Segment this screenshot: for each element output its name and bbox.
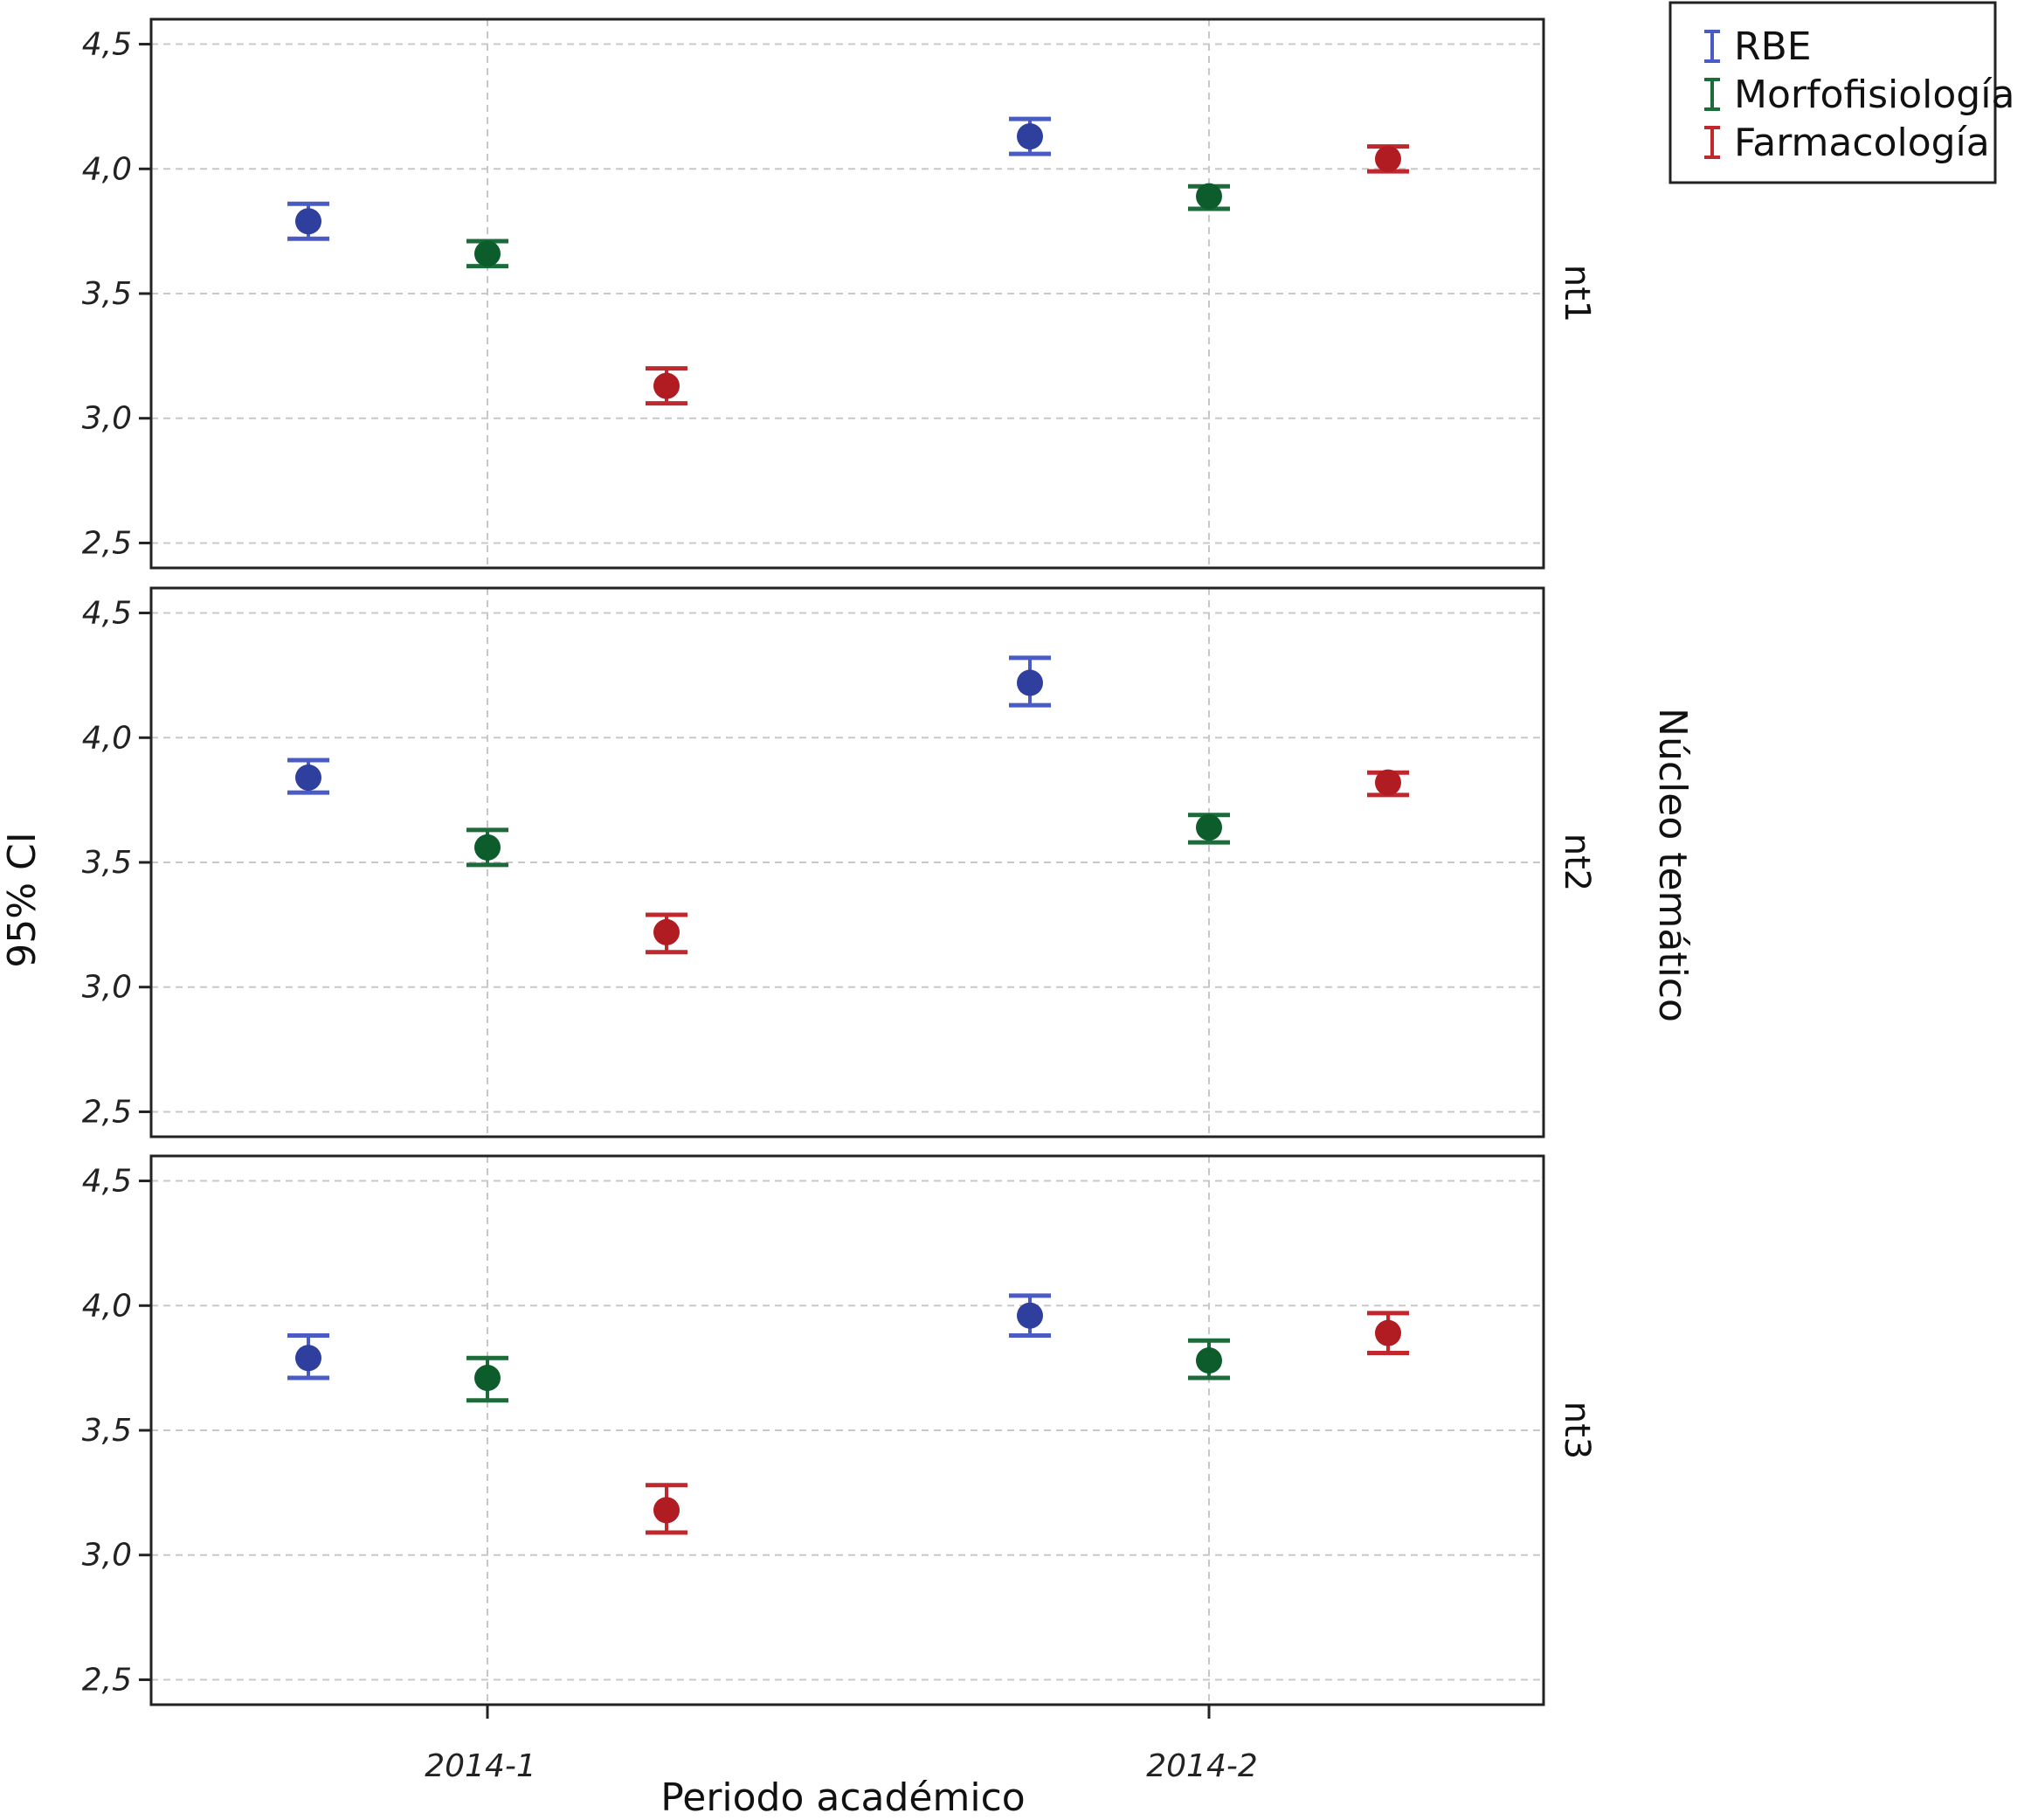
legend-label: Farmacología <box>1734 121 1990 165</box>
y-tick-label: 2,5 <box>82 525 132 561</box>
mean-marker <box>1017 1302 1043 1329</box>
legend-entry: Morfofisiología <box>1704 73 2014 117</box>
legend-label: Morfofisiología <box>1734 73 2014 117</box>
mean-marker <box>1196 814 1222 841</box>
mean-marker <box>474 240 501 267</box>
error-bar-point <box>1367 144 1409 174</box>
y-tick-label: 3,5 <box>82 1413 132 1449</box>
x-axis-label: Periodo académico <box>660 1775 1025 1820</box>
mean-marker <box>1017 669 1043 696</box>
error-bar-point <box>646 912 687 955</box>
y-tick-label: 4,0 <box>82 720 132 756</box>
error-bar-point <box>466 827 508 868</box>
error-bar-point <box>1367 1311 1409 1356</box>
legend-entry: RBE <box>1704 24 1812 69</box>
mean-marker <box>295 208 321 235</box>
panel-label-nt2: nt2 <box>1557 834 1597 891</box>
mean-marker <box>1017 123 1043 150</box>
x-tick-label: 2014-2 <box>1146 1748 1258 1784</box>
error-bar-point <box>287 1333 329 1381</box>
mean-marker <box>1196 1347 1222 1374</box>
y-tick-label: 3,0 <box>82 401 132 437</box>
y-tick-label: 4,5 <box>82 596 132 632</box>
legend-label: RBE <box>1734 24 1812 69</box>
error-bar-point <box>1188 183 1230 211</box>
mean-marker <box>295 1345 321 1372</box>
y-tick-label: 3,5 <box>82 276 132 312</box>
y-tick-label: 4,0 <box>82 151 132 187</box>
mean-marker <box>1375 1319 1401 1346</box>
y-axis-label: 95% CI <box>0 832 45 967</box>
y-tick-label: 3,0 <box>82 1538 132 1574</box>
error-bar-point <box>1188 1338 1230 1381</box>
y-tick-label: 3,5 <box>82 845 132 881</box>
mean-marker <box>653 1497 680 1524</box>
mean-marker <box>1196 183 1222 210</box>
mean-marker <box>653 918 680 945</box>
y-tick-label: 4,5 <box>82 27 132 63</box>
mean-marker <box>1375 145 1401 172</box>
legend-entry: Farmacología <box>1704 121 1990 165</box>
error-bar-point <box>287 201 329 241</box>
y-tick-label: 2,5 <box>82 1094 132 1130</box>
mean-marker <box>653 372 680 399</box>
panel-label-nt3: nt3 <box>1557 1401 1597 1459</box>
panel-nt3: 2,5 3,0 3,5 4,0 4,5 nt3 <box>82 1154 1597 1706</box>
error-bar-point <box>466 239 508 269</box>
error-bar-point <box>466 1355 508 1403</box>
panel-nt2: 2,5 3,0 3,5 4,0 4,5 nt2 <box>82 586 1597 1138</box>
facet-axis-label: Núcleo temático <box>1650 708 1695 1022</box>
y-tick-label: 4,0 <box>82 1288 132 1324</box>
mean-marker <box>474 834 501 861</box>
error-bar-point <box>1009 1293 1051 1339</box>
panel-label-nt1: nt1 <box>1557 265 1597 322</box>
error-bar-point <box>1009 655 1051 708</box>
error-bar-point <box>287 758 329 795</box>
error-bar-point <box>1009 116 1051 156</box>
panels-group: 2,5 3,0 3,5 4,0 4,5 nt1 2,5 3,0 3,5 4,0 4,5 nt2 2,5 3… <box>82 17 1597 1706</box>
error-bar-point <box>1367 769 1409 798</box>
mean-marker <box>1375 769 1401 796</box>
legend-box <box>1668 1 1997 184</box>
panel-nt1: 2,5 3,0 3,5 4,0 4,5 nt1 <box>82 17 1597 570</box>
mean-marker <box>295 764 321 791</box>
error-bar-point <box>646 366 687 406</box>
error-bar-point <box>646 1483 687 1535</box>
mean-marker <box>474 1365 501 1392</box>
y-tick-label: 3,0 <box>82 970 132 1006</box>
x-axis: 2014-1 2014-2 <box>425 1705 1258 1784</box>
x-tick-label: 2014-1 <box>425 1748 536 1784</box>
y-tick-label: 2,5 <box>82 1662 132 1698</box>
error-bar-point <box>1188 813 1230 845</box>
y-tick-label: 4,5 <box>82 1164 132 1200</box>
